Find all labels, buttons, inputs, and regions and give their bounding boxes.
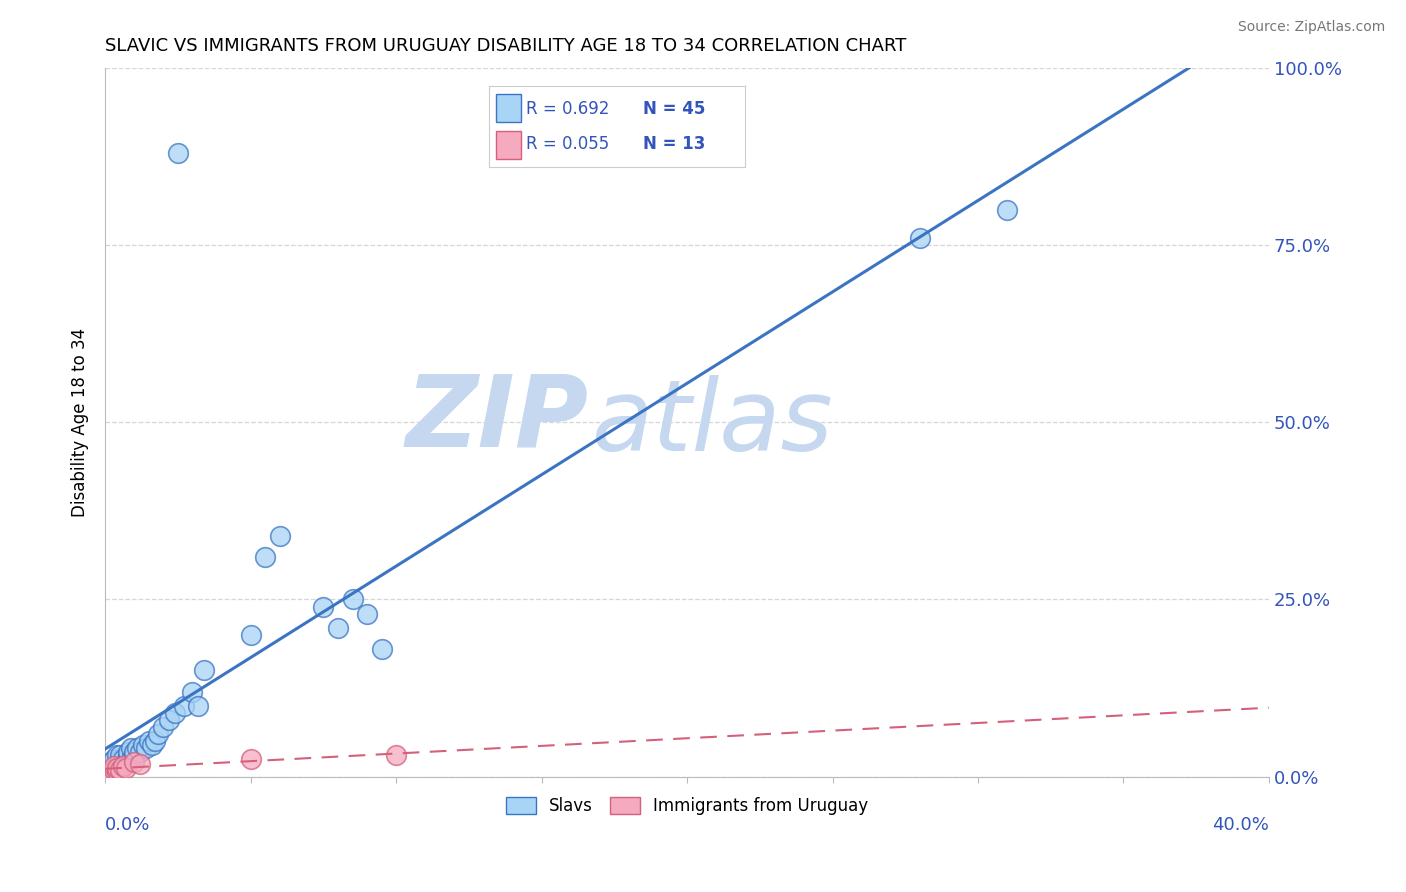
Point	[108, 752, 131, 766]
Point	[132, 738, 155, 752]
Point	[108, 748, 131, 763]
Point	[97, 766, 120, 780]
Point	[269, 529, 291, 543]
Point	[356, 607, 378, 621]
Point	[103, 763, 125, 777]
Point	[108, 763, 131, 777]
Point	[138, 734, 160, 748]
Point	[120, 741, 142, 756]
Point	[120, 752, 142, 766]
Point	[114, 761, 136, 775]
Point	[135, 741, 157, 756]
Point	[141, 738, 163, 752]
Legend: Slavs, Immigrants from Uruguay: Slavs, Immigrants from Uruguay	[499, 790, 875, 822]
Point	[157, 713, 180, 727]
Point	[103, 763, 125, 777]
Point	[117, 748, 139, 763]
Point	[312, 599, 335, 614]
Text: ZIP: ZIP	[405, 370, 588, 467]
Point	[129, 756, 152, 771]
Point	[97, 763, 120, 777]
Point	[239, 628, 262, 642]
Point	[152, 720, 174, 734]
Point	[100, 764, 122, 778]
Y-axis label: Disability Age 18 to 34: Disability Age 18 to 34	[72, 327, 89, 516]
Point	[326, 621, 349, 635]
Point	[105, 761, 128, 775]
Text: 0.0%: 0.0%	[105, 815, 150, 834]
Point	[103, 752, 125, 766]
Point	[124, 745, 146, 759]
Point	[239, 752, 262, 766]
Point	[254, 549, 277, 564]
Point	[146, 727, 169, 741]
Point	[342, 592, 364, 607]
Point	[105, 759, 128, 773]
Point	[187, 698, 209, 713]
Point	[181, 684, 204, 698]
Point	[111, 752, 134, 766]
Point	[129, 745, 152, 759]
Point	[127, 741, 149, 756]
Point	[100, 759, 122, 773]
Point	[193, 663, 215, 677]
Point	[370, 642, 392, 657]
Point	[385, 748, 408, 763]
Point	[108, 756, 131, 770]
Point	[111, 759, 134, 773]
Point	[111, 759, 134, 773]
Point	[167, 146, 190, 161]
Point	[117, 745, 139, 759]
Point	[124, 748, 146, 763]
Text: atlas: atlas	[592, 376, 834, 472]
Point	[908, 231, 931, 245]
Point	[114, 756, 136, 770]
Point	[103, 759, 125, 773]
Point	[143, 734, 166, 748]
Point	[995, 202, 1018, 217]
Point	[105, 748, 128, 763]
Point	[173, 698, 195, 713]
Point	[100, 756, 122, 770]
Point	[163, 706, 186, 720]
Text: 40.0%: 40.0%	[1212, 815, 1270, 834]
Point	[105, 764, 128, 778]
Point	[124, 756, 146, 770]
Text: Source: ZipAtlas.com: Source: ZipAtlas.com	[1237, 20, 1385, 34]
Text: SLAVIC VS IMMIGRANTS FROM URUGUAY DISABILITY AGE 18 TO 34 CORRELATION CHART: SLAVIC VS IMMIGRANTS FROM URUGUAY DISABI…	[105, 37, 907, 55]
